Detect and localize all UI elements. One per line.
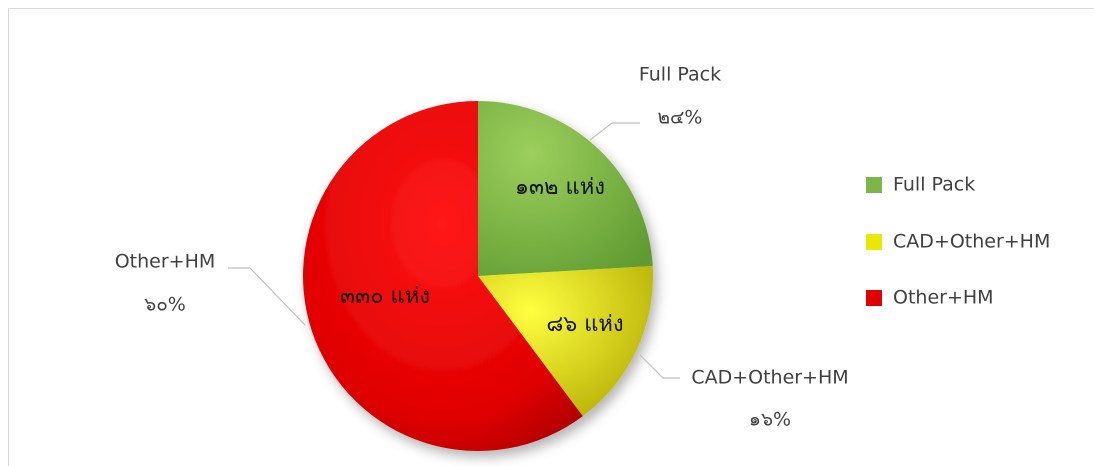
percent-label: ๑๖% <box>749 409 791 431</box>
pie <box>302 101 654 452</box>
outer-label: CAD+Other+HM <box>691 367 848 389</box>
leader-line <box>228 267 306 326</box>
legend-swatch <box>866 290 882 306</box>
legend-swatch <box>866 177 882 193</box>
slice-label: ๓๓๐ แห่ง <box>340 284 430 309</box>
pie-slice <box>302 101 583 452</box>
percent-label: ๒๔% <box>658 107 703 129</box>
outer-label: Full Pack <box>639 64 721 86</box>
legend-label: Full Pack <box>893 174 975 196</box>
outer-label: Other+HM <box>115 251 216 273</box>
leader-line <box>639 354 680 379</box>
legend-swatch <box>866 234 882 250</box>
frame <box>8 8 1094 466</box>
leader-line <box>589 122 640 141</box>
legend-label: Other+HM <box>893 287 994 309</box>
pie-slice <box>478 265 654 417</box>
slice-label: ๘๖ แห่ง <box>546 312 623 337</box>
legend-label: CAD+Other+HM <box>893 231 1050 253</box>
slice-label: ๑๓๒ แห่ง <box>515 175 605 200</box>
pie-slice <box>478 101 653 276</box>
percent-label: ๖๐% <box>144 294 186 316</box>
